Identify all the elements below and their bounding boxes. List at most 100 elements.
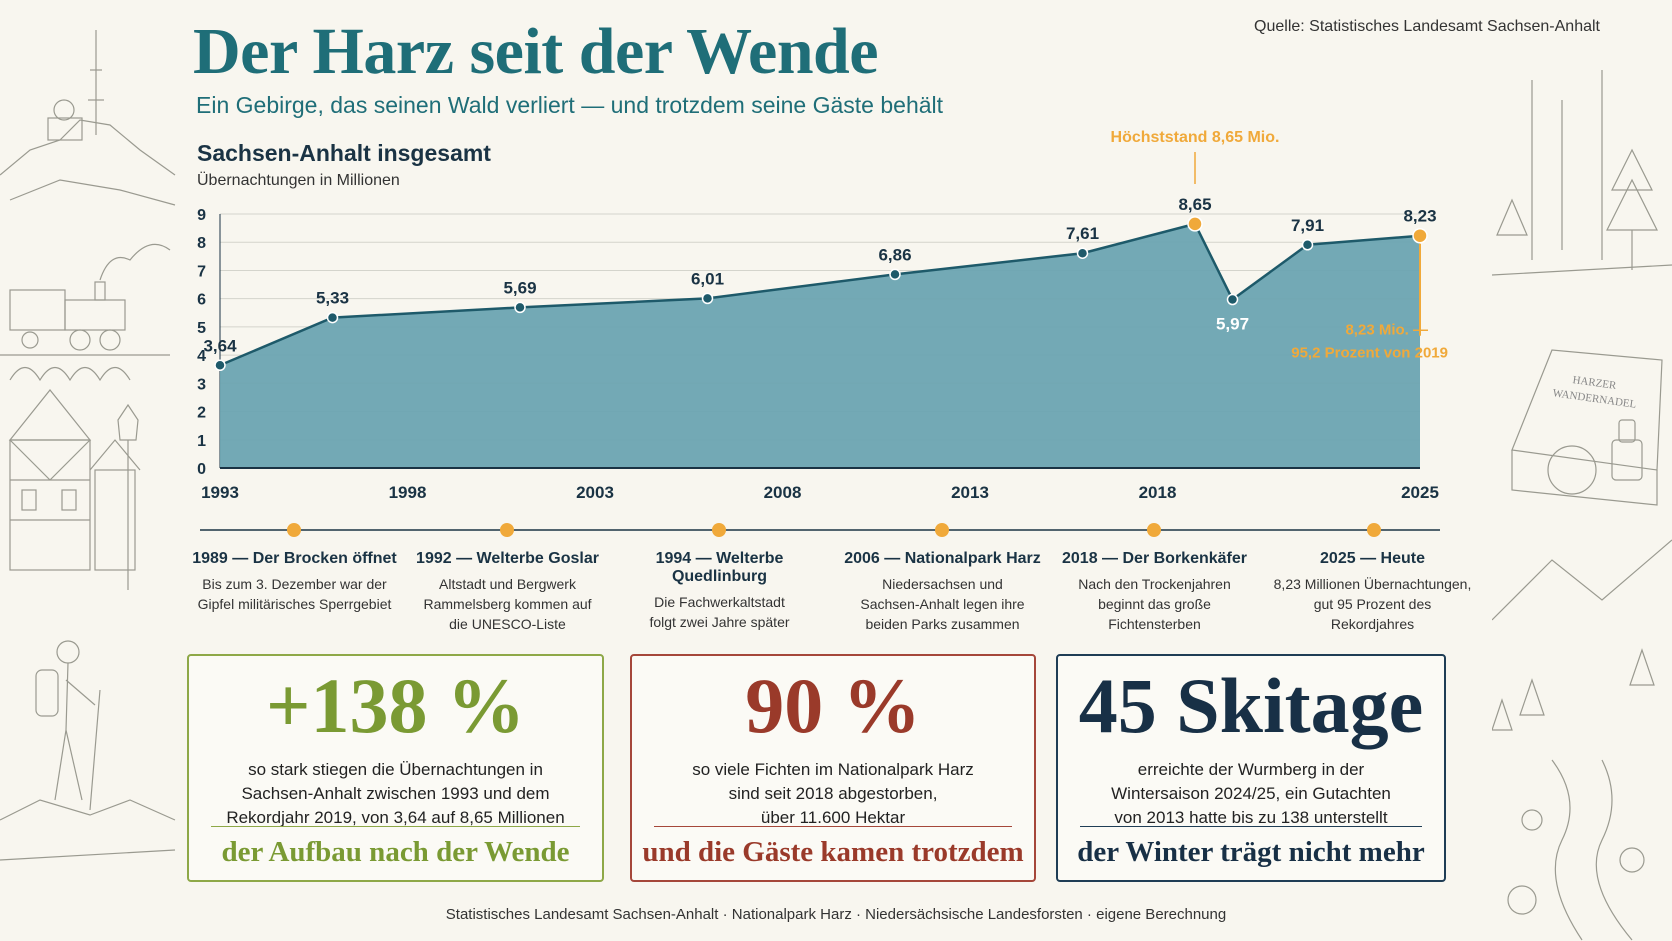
timeline-dot bbox=[935, 523, 949, 537]
timeline-event-2018: 2018 — Der Borkenkäfer Nach den Trockenj… bbox=[1047, 550, 1262, 634]
data-label: 7,61 bbox=[1066, 224, 1099, 243]
event-line: Rekordjahres bbox=[1330, 616, 1415, 632]
area-fill bbox=[220, 223, 1420, 468]
stat-tagline: der Winter trägt nicht mehr bbox=[1077, 836, 1425, 868]
x-tick-label: 1993 bbox=[201, 483, 239, 502]
stat-card-growth: +138 % so stark stiegen die Übernachtung… bbox=[187, 654, 604, 882]
data-label: 8,23 bbox=[1403, 207, 1436, 226]
peak-annotation: Höchststand 8,65 Mio. bbox=[1111, 129, 1280, 146]
card-divider bbox=[1080, 826, 1422, 827]
x-tick-label: 2008 bbox=[764, 483, 802, 502]
timeline-axis bbox=[200, 523, 1440, 537]
stat-description-line: von 2013 hatte bis zu 138 unterstellt bbox=[1114, 808, 1388, 827]
data-point bbox=[1412, 227, 1428, 244]
timeline-event-1989: 1989 — Der Brocken öffnet Bis zum 3. Dez… bbox=[187, 550, 402, 614]
event-line: Gipfel militärisches Sperrgebiet bbox=[197, 596, 392, 612]
chart-title: Sachsen-Anhalt insgesamt bbox=[197, 140, 491, 166]
series-line bbox=[219, 222, 1421, 367]
x-tick-label: 1998 bbox=[389, 483, 427, 502]
event-line: beiden Parks zusammen bbox=[865, 616, 1020, 632]
stat-description-line: so stark stiegen die Übernachtungen in bbox=[248, 760, 543, 779]
stat-tagline: und die Gäste kamen trotzdem bbox=[642, 836, 1024, 868]
y-tick-label: 1 bbox=[197, 433, 206, 450]
event-line: Nach den Trockenjahren bbox=[1078, 576, 1231, 592]
event-line: gut 95 Prozent des bbox=[1313, 596, 1432, 612]
steam-train-icon bbox=[0, 243, 171, 382]
stat-description-line: sind seit 2018 abgestorben, bbox=[728, 784, 938, 803]
hiker-icon bbox=[0, 640, 176, 861]
y-tick-label: 8 bbox=[197, 235, 206, 252]
data-point bbox=[1076, 247, 1089, 259]
current-annotation: 8,23 Mio. — bbox=[1345, 322, 1428, 339]
data-point bbox=[326, 311, 339, 324]
y-tick-label: 4 bbox=[197, 348, 206, 365]
event-line: Sachsen-Anhalt legen ihre bbox=[860, 596, 1025, 612]
event-line: Die Fachwerkaltstadt bbox=[654, 594, 785, 610]
stat-value: 45 Skitage bbox=[1078, 662, 1424, 749]
stat-card-spruce: 90 % so viele Fichten im Nationalpark Ha… bbox=[630, 654, 1036, 882]
stat-description-line: erreichte der Wurmberg in der bbox=[1137, 760, 1365, 779]
data-label: 6,86 bbox=[878, 245, 911, 264]
street-lamp-icon bbox=[117, 403, 139, 590]
stat-description-line: so viele Fichten im Nationalpark Harz bbox=[692, 760, 974, 779]
spruce-forest-icon bbox=[1492, 70, 1672, 276]
x-tick-label: 2018 bbox=[1139, 483, 1177, 502]
event-line: Rammelsberg kommen auf bbox=[423, 596, 592, 612]
data-point bbox=[1301, 239, 1314, 251]
brocken-tower-icon bbox=[0, 30, 176, 206]
data-label: 7,91 bbox=[1291, 216, 1324, 235]
data-label: 8,65 bbox=[1178, 195, 1211, 214]
stat-value: +138 % bbox=[266, 662, 525, 749]
y-tick-label: 5 bbox=[197, 320, 206, 337]
data-label: 5,69 bbox=[503, 278, 536, 297]
event-line: Niedersachsen und bbox=[882, 576, 1003, 592]
x-tick-label: 2003 bbox=[576, 483, 614, 502]
data-label: 5,33 bbox=[316, 289, 349, 308]
event-line: Fichtensterben bbox=[1108, 616, 1201, 632]
event-line: 8,23 Millionen Übernachtungen, bbox=[1273, 576, 1472, 592]
data-point bbox=[1226, 293, 1239, 306]
event-heading: 1989 — Der Brocken öffnet bbox=[192, 550, 397, 567]
event-heading: 1992 — Welterbe Goslar bbox=[416, 550, 599, 567]
y-tick-label: 7 bbox=[197, 263, 206, 280]
event-line: folgt zwei Jahre später bbox=[649, 614, 790, 630]
stat-description-line: Wintersaison 2024/25, ein Gutachten bbox=[1111, 784, 1391, 803]
stat-card-skidays: 45 Skitage erreichte der Wurmberg in der… bbox=[1056, 654, 1446, 882]
page-title: Der Harz seit der Wende bbox=[193, 15, 879, 88]
data-label: 5,97 bbox=[1216, 315, 1249, 334]
data-point bbox=[514, 301, 526, 314]
data-label: 3,64 bbox=[203, 336, 237, 355]
timeline-event-1992: 1992 — Welterbe Goslar Altstadt und Berg… bbox=[400, 550, 615, 634]
y-tick-label: 6 bbox=[197, 292, 206, 309]
x-tick-label: 2013 bbox=[951, 483, 989, 502]
event-line: Altstadt und Bergwerk bbox=[439, 576, 576, 592]
data-point bbox=[701, 292, 714, 305]
y-tick-label: 0 bbox=[197, 461, 206, 478]
timeline-event-2006: 2006 — Nationalpark Harz Niedersachsen u… bbox=[835, 550, 1050, 634]
event-line: die UNESCO-Liste bbox=[449, 616, 566, 632]
stat-description-line: Rekordjahr 2019, von 3,64 auf 8,65 Milli… bbox=[226, 808, 565, 827]
data-point bbox=[889, 268, 901, 281]
timeline-dot bbox=[287, 523, 301, 537]
timeline-event-2025: 2025 — Heute 8,23 Millionen Übernachtung… bbox=[1265, 550, 1480, 634]
stat-description-line: Sachsen-Anhalt zwischen 1993 und dem bbox=[241, 784, 550, 803]
half-timbered-house-icon bbox=[8, 389, 141, 571]
timeline-dot bbox=[1147, 523, 1161, 537]
card-divider bbox=[211, 826, 580, 827]
event-line: beginnt das große bbox=[1098, 596, 1211, 612]
source-note: Quelle: Statistisches Landesamt Sachsen-… bbox=[1254, 18, 1600, 35]
x-tick-label: 2025 bbox=[1401, 483, 1439, 502]
y-tick-label: 9 bbox=[197, 207, 206, 224]
chart-ylabel: Übernachtungen in Millionen bbox=[197, 172, 400, 189]
timeline-dot bbox=[500, 523, 514, 537]
left-illustrations bbox=[0, 30, 176, 861]
timeline-event-1994: 1994 — Welterbe Quedlinburg Die Fachwerk… bbox=[612, 550, 827, 632]
timeline-dot bbox=[712, 523, 726, 537]
event-heading: 2025 — Heute bbox=[1320, 550, 1425, 567]
event-heading: 2006 — Nationalpark Harz bbox=[844, 550, 1041, 567]
card-divider bbox=[654, 826, 1012, 827]
mountain-stream-icon bbox=[1492, 539, 1672, 941]
data-point bbox=[1187, 216, 1203, 232]
timeline-dot bbox=[1367, 523, 1381, 537]
stat-description-line: über 11.600 Hektar bbox=[760, 808, 906, 827]
